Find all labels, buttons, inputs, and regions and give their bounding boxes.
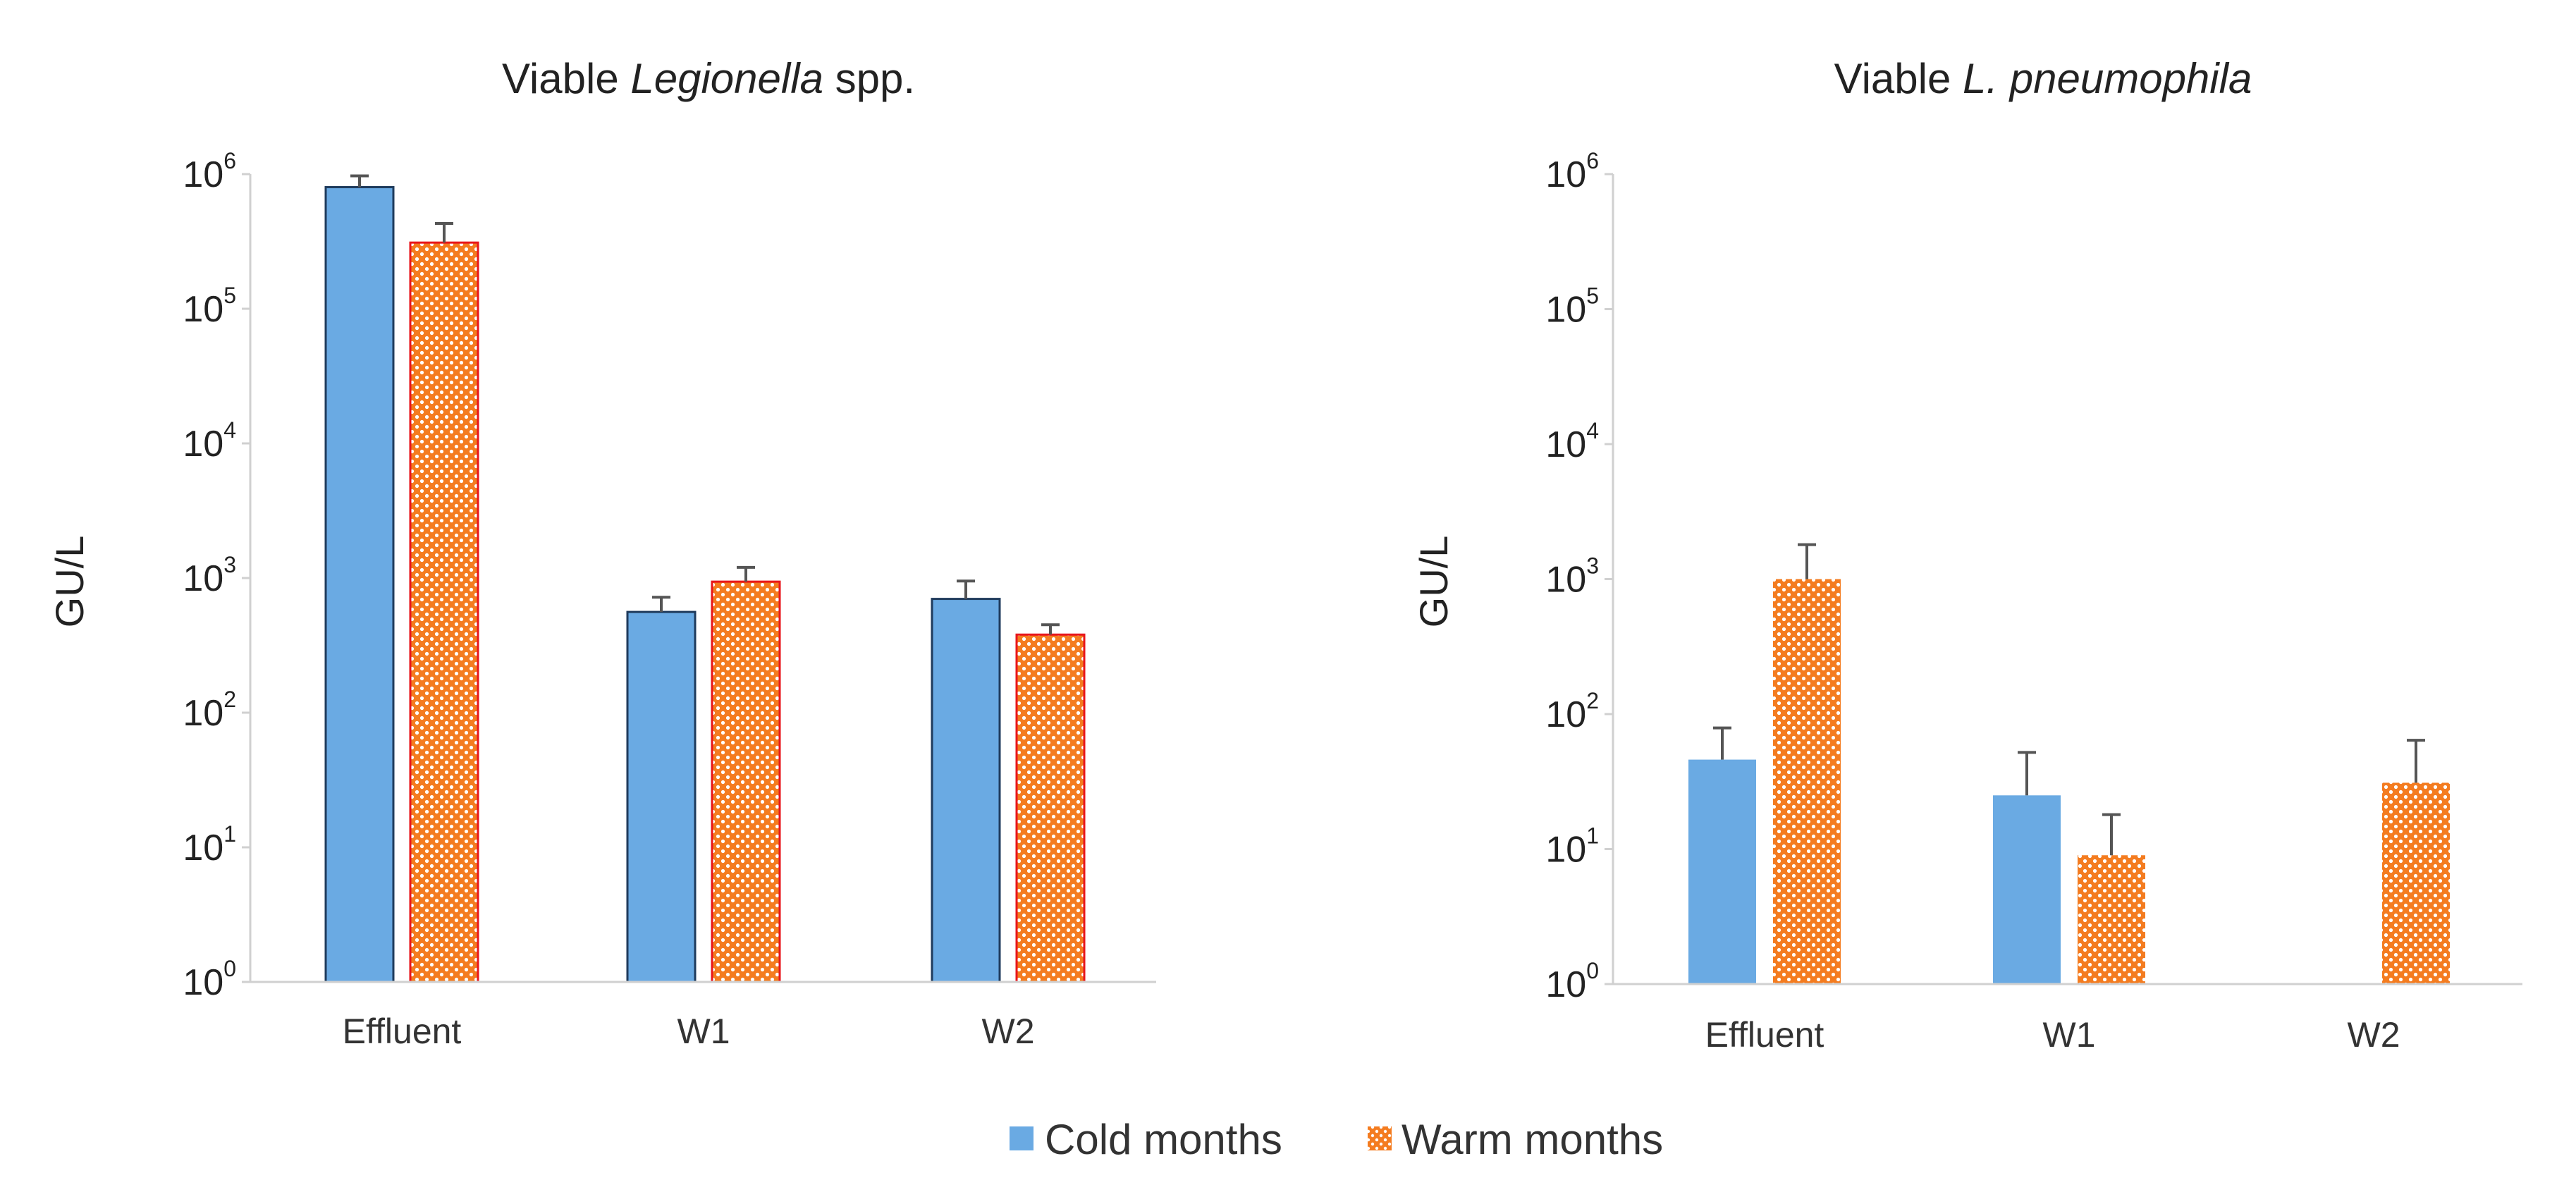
y-tick-label: 106 (1545, 148, 1599, 195)
y-tick-label: 103 (183, 552, 236, 599)
x-axis: Effluent W1 W2 (250, 981, 1156, 1051)
x-axis: Effluent W1 W2 (1613, 983, 2522, 1055)
x-tick-label: W1 (677, 1012, 730, 1051)
panel-title: Viable L. pneumophila (1834, 55, 2252, 102)
panel-title: Viable Legionella spp. (502, 55, 915, 102)
y-tick-label: 100 (183, 956, 236, 1003)
bar-cold-effluent (324, 186, 395, 983)
x-tick-label: Effluent (1705, 1015, 1824, 1055)
panel-l-pneumophila: Viable L. pneumophila GU/L 1001011021031… (1411, 55, 2522, 1055)
y-tick-label: 102 (183, 687, 236, 734)
bar-cold-effluent (1688, 759, 1756, 984)
y-axis-label: GU/L (1411, 536, 1456, 628)
x-tick-label: Effluent (343, 1012, 462, 1051)
bar-cold-w1 (1993, 795, 2061, 984)
y-tick-label: 100 (1545, 958, 1599, 1005)
bar-warm-effluent (1773, 579, 1841, 984)
y-tick-label: 102 (1545, 688, 1599, 735)
panel-legionella: Viable Legionella spp. GU/L 100 101 102 103… (47, 55, 1156, 1051)
y-tick-label: 104 (183, 417, 236, 465)
x-tick-label: W2 (982, 1012, 1035, 1051)
bar-warm-w2 (2382, 782, 2450, 984)
y-tick-label: 104 (1545, 418, 1599, 465)
x-tick-label: W1 (2043, 1015, 2096, 1055)
y-tick-label: 103 (1545, 553, 1599, 601)
legend-swatch-cold (1010, 1126, 1034, 1150)
bar-warm-w2 (1015, 633, 1086, 983)
bar-cold-w2 (931, 598, 1001, 983)
y-tick-label: 101 (183, 821, 236, 868)
legend-swatch-warm (1368, 1126, 1392, 1150)
legend: Cold months Warm months (1010, 1116, 1663, 1163)
y-axis-label: GU/L (47, 536, 92, 628)
legend-label-cold: Cold months (1045, 1116, 1282, 1163)
y-tick-label: 106 (183, 148, 236, 195)
x-tick-label: W2 (2348, 1015, 2400, 1055)
bars (1688, 543, 2450, 984)
y-axis: 100 101 102 103 104 105 106 (1545, 148, 1614, 1005)
y-tick-label: 105 (1545, 283, 1599, 331)
bars (324, 174, 1086, 983)
bar-warm-effluent (409, 241, 479, 983)
y-tick-label: 101 (1545, 823, 1599, 871)
bar-cold-w1 (626, 610, 697, 983)
y-axis: 100 101 102 103 104 105 106 (183, 148, 252, 1003)
bar-warm-w1 (711, 580, 781, 983)
y-tick-label: 105 (183, 283, 236, 330)
legend-label-warm: Warm months (1402, 1116, 1663, 1163)
bar-warm-w1 (2078, 855, 2145, 984)
